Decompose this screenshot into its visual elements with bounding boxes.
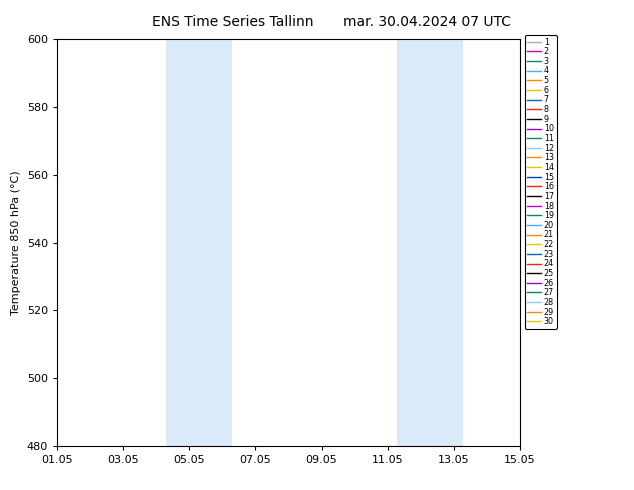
- Bar: [398, 39, 463, 446]
- Text: ENS Time Series Tallinn: ENS Time Series Tallinn: [152, 15, 314, 29]
- Legend: 1, 2, 3, 4, 5, 6, 7, 8, 9, 10, 11, 12, 13, 14, 15, 16, 17, 18, 19, 20, 21, 22, 2: 1, 2, 3, 4, 5, 6, 7, 8, 9, 10, 11, 12, 1…: [524, 35, 557, 329]
- Y-axis label: Temperature 850 hPa (°C): Temperature 850 hPa (°C): [11, 170, 21, 315]
- Text: mar. 30.04.2024 07 UTC: mar. 30.04.2024 07 UTC: [344, 15, 511, 29]
- Bar: [166, 39, 232, 446]
